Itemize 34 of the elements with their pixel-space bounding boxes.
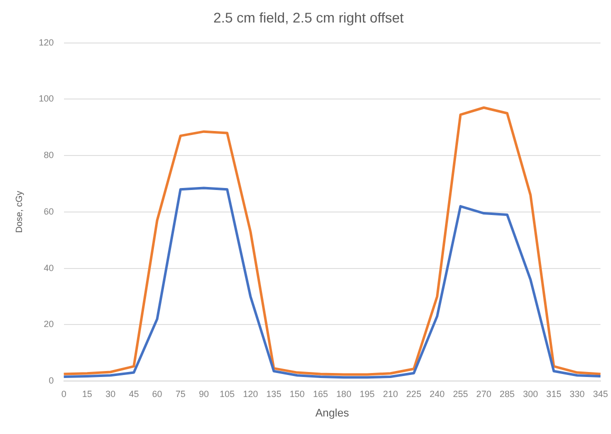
y-axis-title: Dose, cGy [14,190,24,233]
x-tick-label: 270 [476,388,492,399]
x-tick-label: 255 [452,388,468,399]
x-tick-label: 345 [592,388,608,399]
x-tick-label: 75 [175,388,186,399]
x-tick-label: 285 [500,388,515,399]
x-tick-label: 120 [242,388,258,399]
x-tick-label: 210 [382,388,398,399]
x-tick-label: 15 [82,388,92,399]
x-tick-label: 225 [406,388,422,399]
x-tick-label: 300 [522,388,538,399]
x-tick-label: 165 [312,388,328,399]
x-tick-label: 105 [220,388,235,399]
x-tick-label: 315 [546,388,562,399]
y-tick-label: 100 [38,94,54,104]
y-tick-label: 40 [44,262,54,273]
x-tick-label: 30 [105,388,116,399]
x-axis-title: Angles [315,407,350,420]
y-tick-label: 20 [44,319,54,330]
y-tick-label: 60 [44,206,54,216]
y-tick-label: 0 [48,375,54,386]
x-tick-label: 330 [570,388,585,399]
x-tick-label: 90 [198,388,209,399]
x-tick-label: 240 [430,388,445,399]
x-tick-label: 195 [360,388,375,399]
x-tick-label: 150 [290,388,305,399]
x-tick-label: 135 [266,388,282,399]
chart-title: 2.5 cm field, 2.5 cm right offset [213,9,404,26]
x-tick-label: 60 [152,388,162,399]
x-tick-label: 180 [336,388,352,399]
y-tick-label: 120 [38,37,54,48]
y-tick-label: 80 [44,150,54,160]
x-tick-label: 45 [128,388,139,399]
x-tick-label: 0 [61,388,66,399]
